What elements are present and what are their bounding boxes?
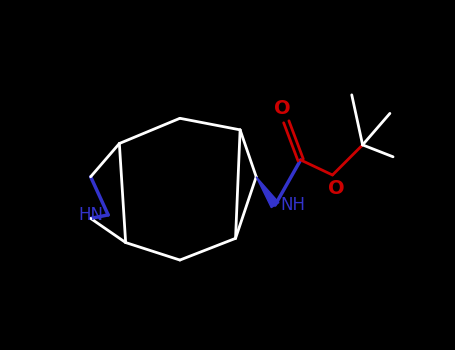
Text: O: O bbox=[274, 99, 291, 118]
Text: HN: HN bbox=[78, 206, 103, 224]
Text: O: O bbox=[328, 178, 344, 197]
Polygon shape bbox=[256, 177, 279, 208]
Text: NH: NH bbox=[280, 196, 305, 214]
